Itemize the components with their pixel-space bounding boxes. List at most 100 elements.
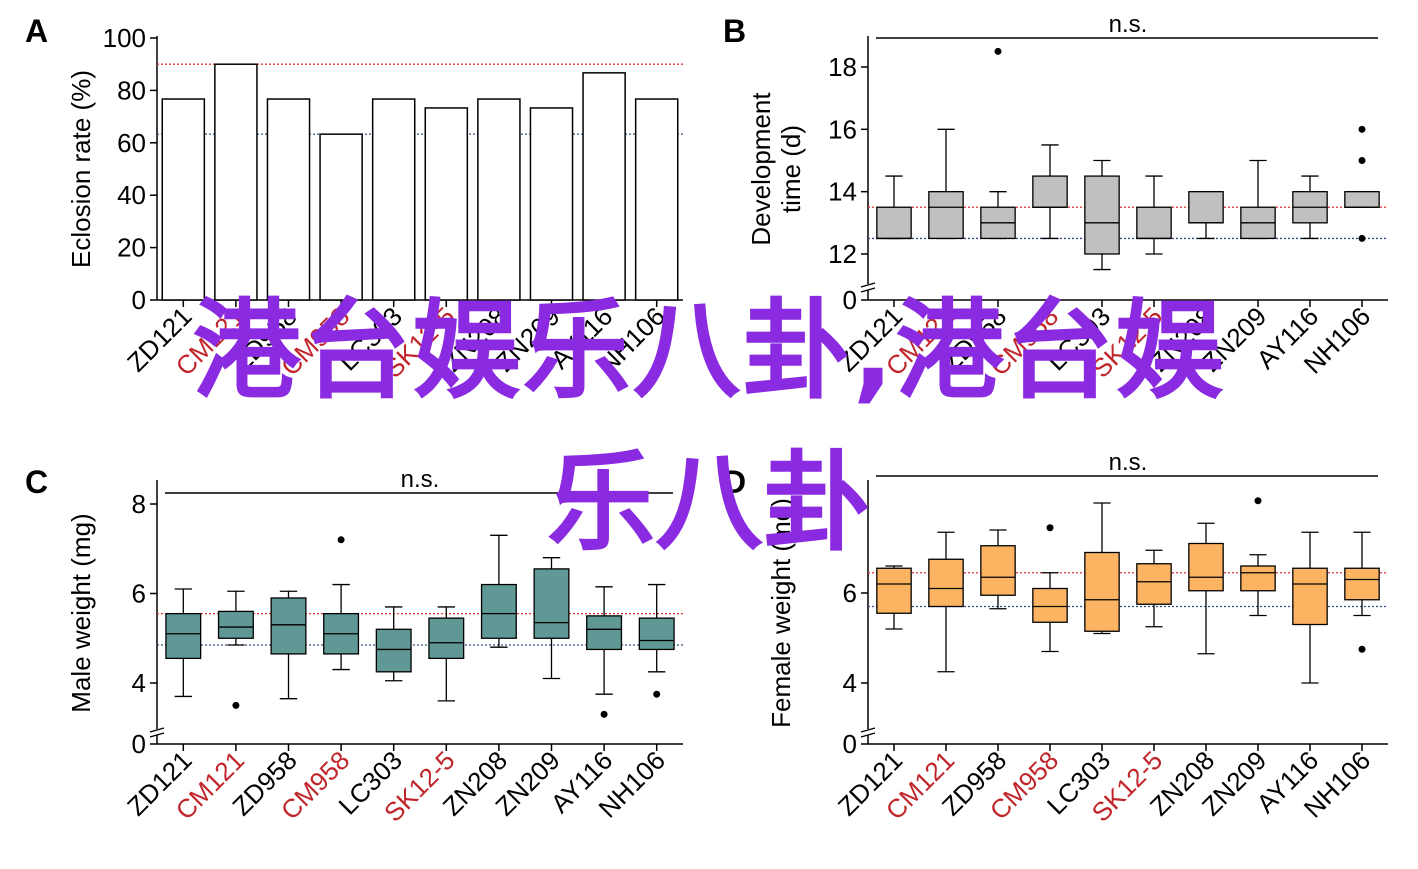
box [876, 206, 912, 240]
box [1240, 565, 1276, 592]
box [1292, 567, 1328, 626]
box-ZN209 [533, 557, 570, 680]
axis-break-gap [153, 729, 161, 735]
box [1344, 191, 1380, 208]
panel-letter: A [25, 13, 48, 49]
significance-label: n.s. [1109, 449, 1148, 476]
y-tick-label: 14 [828, 177, 857, 207]
box [480, 583, 517, 639]
bar [161, 98, 206, 301]
box [980, 545, 1016, 596]
y-tick-label: 18 [828, 52, 857, 82]
box-NH106 [638, 583, 675, 698]
axis-break-gap [864, 284, 872, 290]
box [217, 610, 254, 639]
bar [319, 133, 363, 301]
axis-break-gap [864, 729, 872, 735]
axis-break-mark [860, 727, 876, 733]
panel-letter: D [723, 464, 746, 500]
y-tick-label: 20 [117, 233, 146, 263]
box-SK12-5 [1136, 175, 1172, 255]
box-LC303 [1084, 159, 1120, 271]
box-ZN208 [1188, 191, 1224, 240]
box [586, 615, 623, 651]
y-axis-label: Eclosion rate (%) [66, 70, 96, 268]
box-ZD958 [270, 590, 307, 700]
box-ZN209 [1240, 497, 1276, 617]
box [533, 568, 570, 639]
box-CM958 [1032, 144, 1068, 240]
box [428, 617, 465, 660]
axis-break-mark [149, 727, 165, 733]
panel-letter: B [723, 13, 746, 49]
y-tick-label: 80 [117, 75, 146, 105]
outlier-point [232, 701, 240, 709]
overlay-text-line-2: 乐八卦 [546, 441, 871, 566]
box-NH106 [1344, 125, 1380, 242]
y-axis-label: Male weight (mg) [66, 513, 96, 712]
bar [371, 98, 416, 301]
y-tick-label: 6 [843, 578, 857, 608]
box [1032, 175, 1068, 208]
box-CM121 [928, 128, 964, 240]
bar [214, 63, 258, 301]
panel-letter: C [25, 464, 48, 500]
outlier-point [337, 536, 345, 544]
y-tick-label: 6 [132, 579, 146, 609]
bar [529, 107, 574, 301]
y-tick-label: 0 [843, 729, 857, 759]
box [928, 558, 964, 608]
outlier-point [1358, 234, 1366, 242]
axis-break-mark [860, 287, 876, 293]
overlay-text-line-1: 港台娱乐八卦,港台娱 [192, 289, 1226, 414]
box-AY116 [586, 586, 623, 718]
box-ZD121 [876, 565, 912, 630]
box [1032, 587, 1068, 623]
y-axis-label: Female weight (mg) [766, 498, 796, 728]
outlier-point [994, 47, 1002, 55]
outlier-point [653, 690, 661, 698]
box [1344, 567, 1380, 601]
outlier-point [1358, 157, 1366, 164]
bar [477, 98, 521, 301]
y-tick-label: 4 [843, 668, 857, 698]
y-tick-label: 4 [132, 668, 146, 698]
axis-break-mark [149, 732, 165, 738]
y-axis-label: time (d) [776, 125, 806, 213]
outlier-point [1358, 645, 1366, 653]
y-axis-label: Development [746, 92, 776, 246]
box [1084, 175, 1120, 255]
box-LC303 [375, 606, 412, 682]
box-NH106 [1344, 531, 1380, 653]
box-ZD121 [165, 588, 202, 698]
box-SK12-5 [428, 606, 465, 702]
box [638, 617, 675, 651]
box [1136, 563, 1172, 605]
y-tick-label: 16 [828, 114, 857, 144]
y-tick-label: 12 [828, 239, 857, 269]
y-tick-label: 0 [843, 285, 857, 315]
outlier-point [1254, 497, 1262, 505]
box-LC303 [1084, 502, 1120, 635]
bar [424, 107, 469, 301]
y-tick-label: 40 [117, 180, 146, 210]
box-ZN209 [1240, 159, 1276, 240]
axis-break-mark [860, 282, 876, 288]
bar [266, 98, 311, 301]
box [876, 567, 912, 614]
box [375, 628, 412, 673]
box-AY116 [1292, 175, 1328, 240]
y-tick-label: 0 [132, 729, 146, 759]
y-tick-label: 100 [103, 23, 146, 53]
box [1136, 206, 1172, 240]
box [270, 597, 307, 655]
box-AY116 [1292, 531, 1328, 684]
box [1084, 551, 1120, 632]
box-CM958 [323, 536, 360, 671]
bar [634, 98, 679, 301]
box-CM121 [217, 590, 254, 709]
box [928, 191, 964, 240]
box [1188, 542, 1224, 592]
box-CM958 [1032, 524, 1068, 653]
